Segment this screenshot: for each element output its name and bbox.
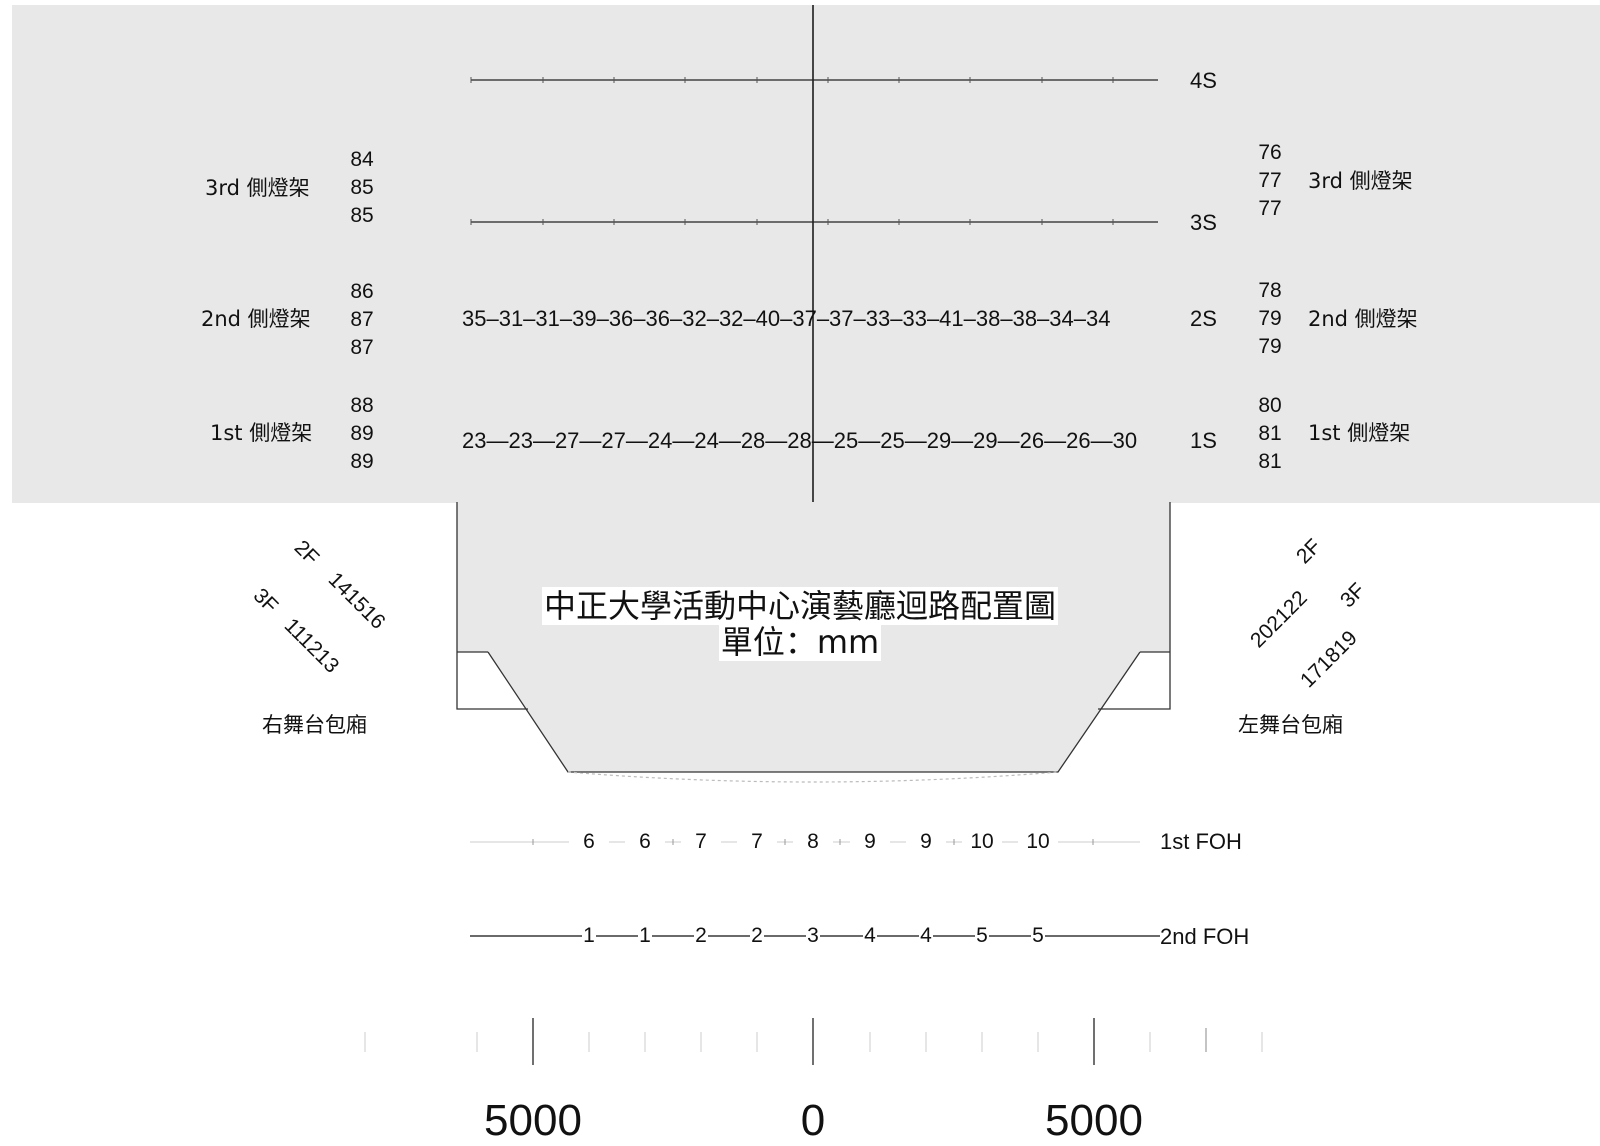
left-boom-2nd-circuit: 87 [350,336,374,359]
foh1-circuit: 6 [625,828,665,856]
apron-outline [456,502,1171,773]
right-boom-1st-circuit: 80 [1258,394,1282,417]
left-boom-3rd-circuit: 85 [350,176,374,199]
left-boom-2nd-label: 2nd 側燈架 [201,307,311,331]
foh2-circuit: 4 [919,924,933,947]
unit-text: 單位：mm [718,623,882,661]
right-boom-2nd-circuit: 78 [1258,279,1282,302]
foh2-label: 2nd FOH [1160,924,1250,949]
foh1-circuit: 9 [850,828,890,856]
right-boom-1st-circuit: 81 [1258,422,1282,445]
foh2-circuit: 1 [582,924,596,947]
foh1-circuit: 8 [793,828,833,856]
left-boom-3rd-circuit: 85 [350,204,374,227]
left-boom-1st-circuit: 89 [350,450,374,473]
diagram-title: 中正大學活動中心演藝廳迴路配置圖 單位：mm [520,587,1080,661]
pipe-3s-label: 3S [1190,210,1217,235]
foh1-label: 1st FOH [1160,829,1242,854]
stage-area [12,5,1600,503]
pipe-2s-label: 2S [1190,306,1217,331]
foh1-circuit: 9 [906,828,946,856]
pipe-ticks [470,77,1114,225]
foh2-circuit: 1 [638,924,652,947]
right-boom-2nd-circuit: 79 [1258,335,1282,358]
left-boom-3rd-label: 3rd 側燈架 [205,176,310,200]
foh1-circuit: 10 [1018,828,1058,856]
foh2-circuit: 2 [694,924,708,947]
left-boom-1st-circuit: 88 [350,394,374,417]
right-boom-3rd-circuit: 76 [1258,141,1282,164]
foh2-circuit: 5 [975,924,989,947]
scale-bar [364,1018,1263,1065]
right-boom-1st-circuit: 81 [1258,450,1282,473]
foh2-circuit: 2 [750,924,764,947]
scale-label-left: 5000 [484,1096,582,1145]
right-boom-3rd-circuit: 77 [1258,169,1282,192]
right-boom-3rd-circuit: 77 [1258,197,1282,220]
foh1-circuit: 7 [681,828,721,856]
right-boom-3rd-label: 3rd 側燈架 [1308,169,1413,193]
title-text: 中正大學活動中心演藝廳迴路配置圖 [541,587,1058,625]
pipe-2s-circuits: 35–31–31–39–36–36–32–32–40–37–37–33–33–4… [462,306,1111,331]
left-boom-1st-label: 1st 側燈架 [210,421,313,445]
left-boom-1st-circuit: 89 [350,422,374,445]
foh2-circuit: 5 [1031,924,1045,947]
left-box-label: 右舞台包廂 [262,713,367,737]
scale-label-right: 5000 [1045,1096,1143,1145]
pipe-4s-label: 4S [1190,68,1217,93]
pipe-1s-label: 1S [1190,428,1217,453]
left-boom-3rd-circuit: 84 [350,148,374,171]
right-boom-2nd-label: 2nd 側燈架 [1308,307,1418,331]
apron-front-curve [567,771,1059,783]
foh2-circuit: 3 [806,924,820,947]
left-boom-2nd-circuit: 87 [350,308,374,331]
foh1-circuit: 6 [569,828,609,856]
foh2-circuit: 4 [863,924,877,947]
foh1-circuit: 10 [962,828,1002,856]
pipe-1s-circuits: 23—23—27—27—24—24—28—28—25—25—29—29—26—2… [462,428,1138,453]
scale-label-center: 0 [800,1096,826,1145]
foh1-circuit: 7 [737,828,777,856]
right-boom-2nd-circuit: 79 [1258,307,1282,330]
foh1-ticks [532,839,1094,845]
left-boom-2nd-circuit: 86 [350,280,374,303]
right-box-label: 左舞台包廂 [1238,713,1343,737]
right-boom-1st-label: 1st 側燈架 [1308,421,1411,445]
